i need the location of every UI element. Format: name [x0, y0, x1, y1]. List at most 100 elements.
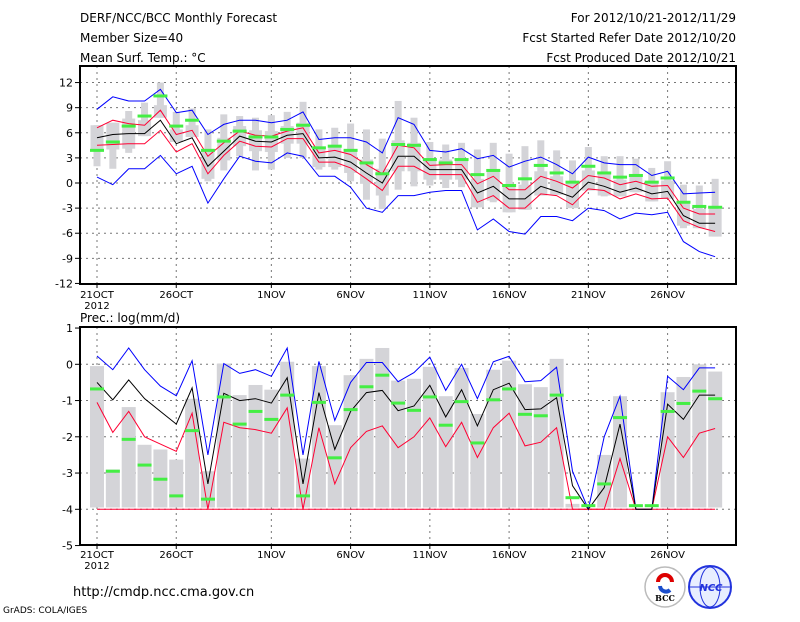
observed-marker — [676, 200, 691, 204]
member-box — [518, 184, 532, 210]
y-tick-label: 0 — [66, 177, 73, 190]
observed-marker — [517, 177, 532, 181]
member-bar — [200, 471, 215, 508]
observed-marker — [644, 504, 659, 508]
observed-marker — [438, 423, 453, 427]
observed-marker — [375, 373, 390, 377]
observed-marker — [502, 387, 517, 391]
observed-marker — [311, 146, 326, 150]
member-bar — [169, 459, 184, 508]
member-box — [550, 176, 564, 195]
plot-frame — [79, 326, 737, 546]
member-bar — [105, 469, 120, 508]
x-tick-label: 1NOV — [257, 550, 286, 561]
forecast-period: For 2012/10/21-2012/11/29 — [571, 11, 736, 25]
member-range-bar — [537, 140, 545, 196]
member-box — [676, 203, 690, 226]
member-bar — [216, 363, 231, 508]
member-bar — [660, 392, 675, 508]
y-tick-label: 6 — [66, 127, 73, 140]
observed-marker — [454, 400, 469, 404]
observed-marker — [407, 408, 421, 412]
observed-marker — [90, 387, 104, 391]
y-tick-label: -12 — [55, 277, 73, 290]
y-tick-label: -2 — [62, 431, 73, 444]
member-box — [661, 180, 675, 199]
member-bar — [232, 395, 247, 508]
observed-marker — [581, 504, 596, 508]
member-box — [90, 125, 104, 151]
observed-marker — [533, 414, 548, 418]
y-tick-label: -4 — [62, 503, 73, 516]
observed-marker — [517, 412, 532, 416]
member-bar — [137, 444, 152, 508]
observed-marker — [628, 173, 643, 177]
y-tick-label: -9 — [62, 252, 73, 265]
observed-marker — [153, 94, 168, 98]
produced-date: Fcst Produced Date 2012/10/21 — [546, 51, 736, 65]
member-bar — [359, 358, 374, 508]
plot-frame — [79, 65, 737, 285]
observed-marker — [422, 395, 437, 399]
observed-marker — [708, 397, 723, 401]
member-bar — [327, 425, 342, 508]
member-box — [708, 208, 722, 237]
observed-marker — [216, 395, 231, 399]
observed-marker — [248, 409, 263, 413]
observed-marker — [232, 129, 247, 133]
y-tick-label: 0 — [66, 358, 73, 371]
x-tick-label: 26OCT — [159, 290, 194, 301]
observed-marker — [486, 168, 501, 172]
observed-marker — [407, 143, 421, 147]
ncc-logo: NCC — [688, 565, 732, 609]
member-bar — [565, 503, 580, 508]
x-tick-label: 16NOV — [492, 290, 527, 301]
y-tick-label: 12 — [59, 77, 73, 90]
y-tick-label: -1 — [62, 395, 73, 408]
x-tick-label: 21NOV — [571, 550, 606, 561]
observed-marker — [232, 422, 247, 426]
bcc-logo: BCC — [644, 566, 686, 608]
observed-marker — [549, 393, 564, 397]
member-box — [629, 176, 643, 193]
observed-marker — [105, 469, 120, 473]
x-tick-label: 11NOV — [412, 290, 447, 301]
member-bar — [422, 366, 437, 508]
observed-marker — [311, 400, 326, 404]
observed-marker — [613, 175, 628, 179]
member-box — [581, 170, 595, 191]
member-bar — [248, 384, 263, 508]
y-tick-label: 3 — [66, 152, 73, 165]
member-range-bar — [156, 82, 164, 118]
observed-marker — [296, 123, 311, 127]
member-bar — [391, 380, 406, 508]
observed-marker — [280, 127, 295, 131]
observed-marker — [597, 171, 612, 175]
observed-marker — [422, 158, 437, 162]
observed-marker — [169, 494, 184, 498]
member-bar — [407, 378, 421, 508]
member-box — [106, 122, 120, 150]
observed-marker — [121, 124, 136, 128]
observed-marker — [375, 172, 390, 176]
observed-marker — [454, 158, 469, 162]
svg-text:NCC: NCC — [699, 583, 723, 594]
observed-marker — [502, 184, 517, 188]
observed-marker — [486, 398, 501, 402]
x-tick-label: 21OCT — [80, 550, 115, 561]
x-tick-label: 26OCT — [159, 550, 194, 561]
member-range-bar — [188, 108, 196, 137]
observed-marker — [660, 409, 675, 413]
observed-marker — [581, 164, 596, 168]
variable-label: Mean Surf. Temp.: °C — [80, 51, 206, 65]
observed-marker — [200, 148, 215, 152]
x-tick-label: 16NOV — [492, 550, 527, 561]
member-box — [534, 171, 548, 196]
observed-marker — [153, 477, 168, 481]
observed-marker — [216, 139, 231, 143]
observed-marker — [343, 408, 358, 412]
member-bar — [264, 389, 279, 508]
max-line — [96, 346, 716, 511]
observed-marker — [613, 416, 628, 420]
